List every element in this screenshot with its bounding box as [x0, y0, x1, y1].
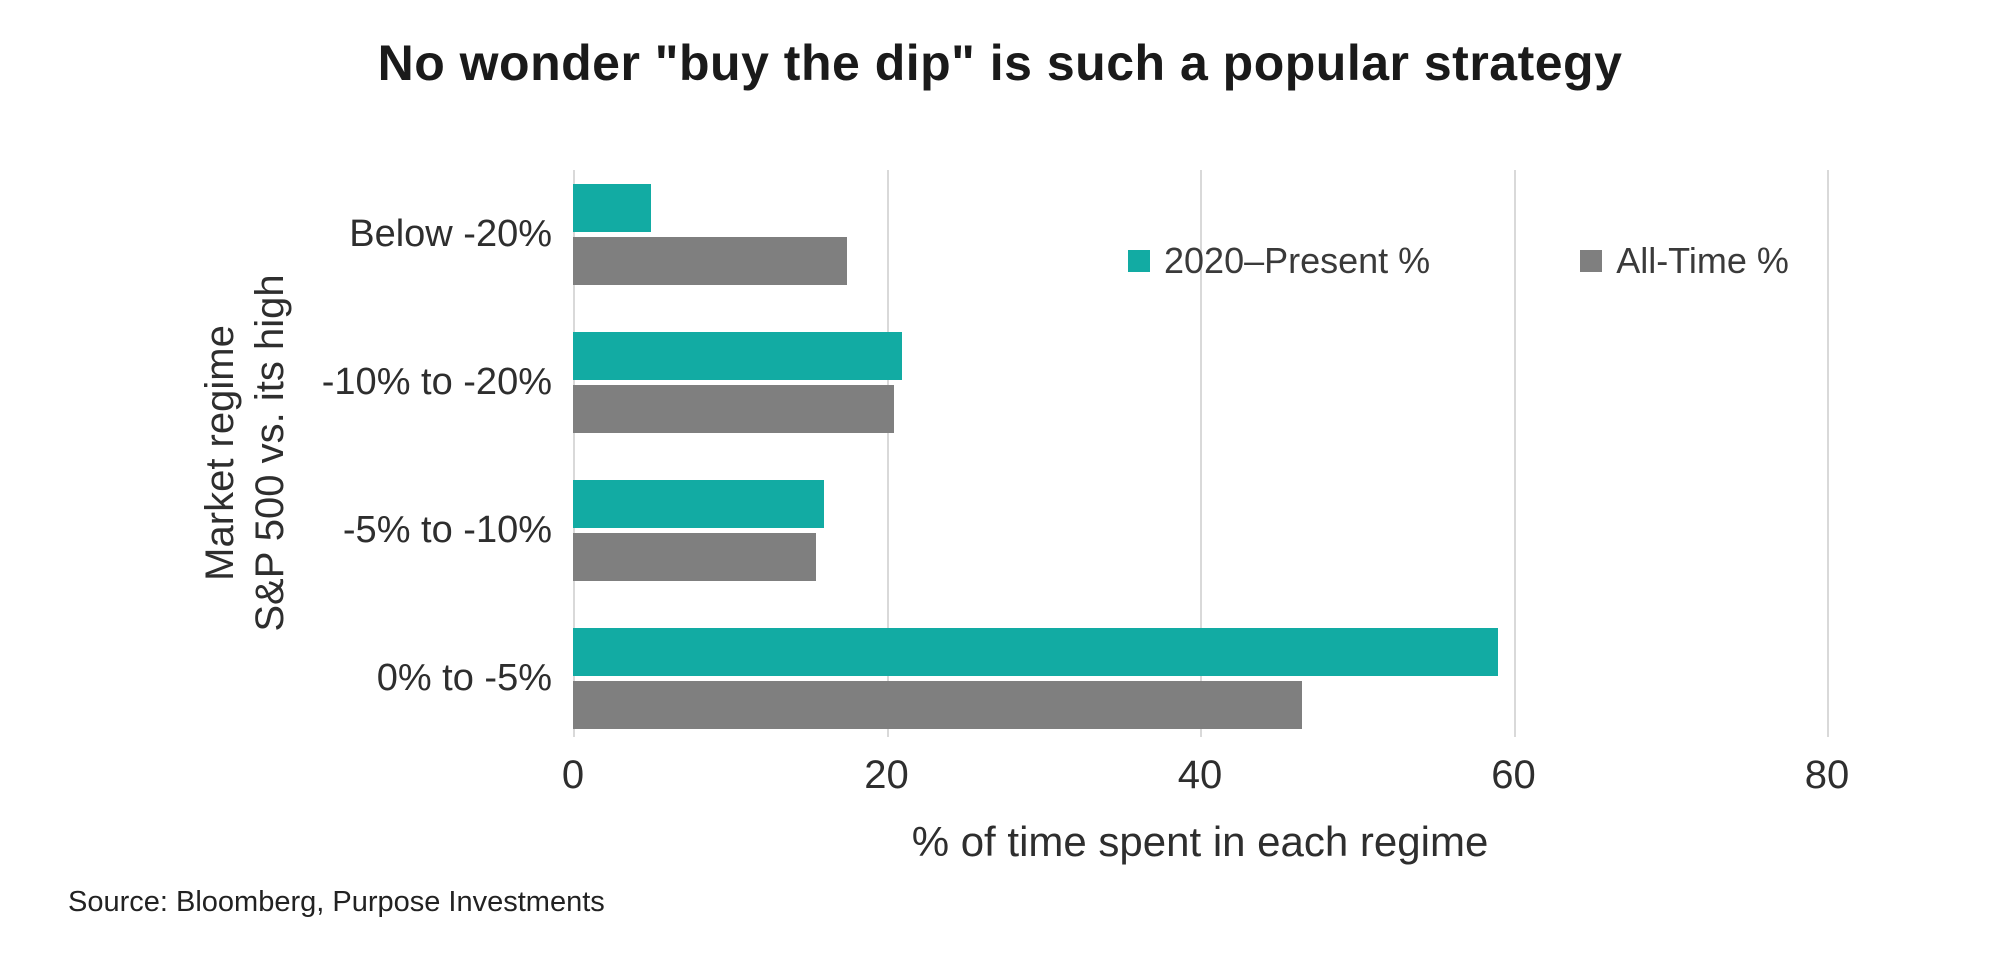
x-tick-label: 60	[1491, 753, 1536, 797]
gridline	[573, 170, 575, 737]
bar-series-1	[573, 480, 824, 528]
gridline	[1827, 170, 1829, 737]
bar-series-2	[573, 681, 1302, 729]
x-tick-label: 40	[1177, 753, 1223, 797]
category-label: -5% to -10%	[342, 509, 552, 551]
bar-series-1	[573, 332, 903, 380]
source-note: Source: Bloomberg, Purpose Investments	[68, 886, 605, 918]
x-tick-label: 80	[1804, 753, 1850, 797]
legend-label: 2020–Present %	[1164, 240, 1431, 281]
gridline	[1513, 170, 1516, 737]
legend-item: 2020–Present %	[1128, 240, 1430, 282]
bar-series-1	[573, 628, 1498, 676]
bar-series-2	[573, 385, 895, 433]
bar-series-2	[573, 533, 816, 581]
gridline	[886, 170, 889, 737]
bar-series-2	[573, 237, 848, 285]
x-axis-title: % of time spent in each regime	[911, 818, 1489, 865]
legend-item: All-Time %	[1580, 240, 1789, 282]
x-tick-label: 20	[864, 753, 909, 797]
category-label: -10% to -20%	[321, 361, 552, 403]
legend: 2020–Present % All-Time %	[1128, 240, 1789, 282]
gridline	[1200, 170, 1202, 737]
chart-title: No wonder "buy the dip" is such a popula…	[377, 35, 1623, 91]
legend-label: All-Time %	[1616, 240, 1789, 281]
x-tick-label: 0	[561, 753, 585, 797]
legend-swatch	[1128, 250, 1150, 272]
category-label: 0% to -5%	[376, 657, 552, 699]
category-label: Below -20%	[349, 213, 552, 255]
legend-swatch	[1580, 250, 1603, 272]
bar-series-1	[573, 184, 652, 232]
